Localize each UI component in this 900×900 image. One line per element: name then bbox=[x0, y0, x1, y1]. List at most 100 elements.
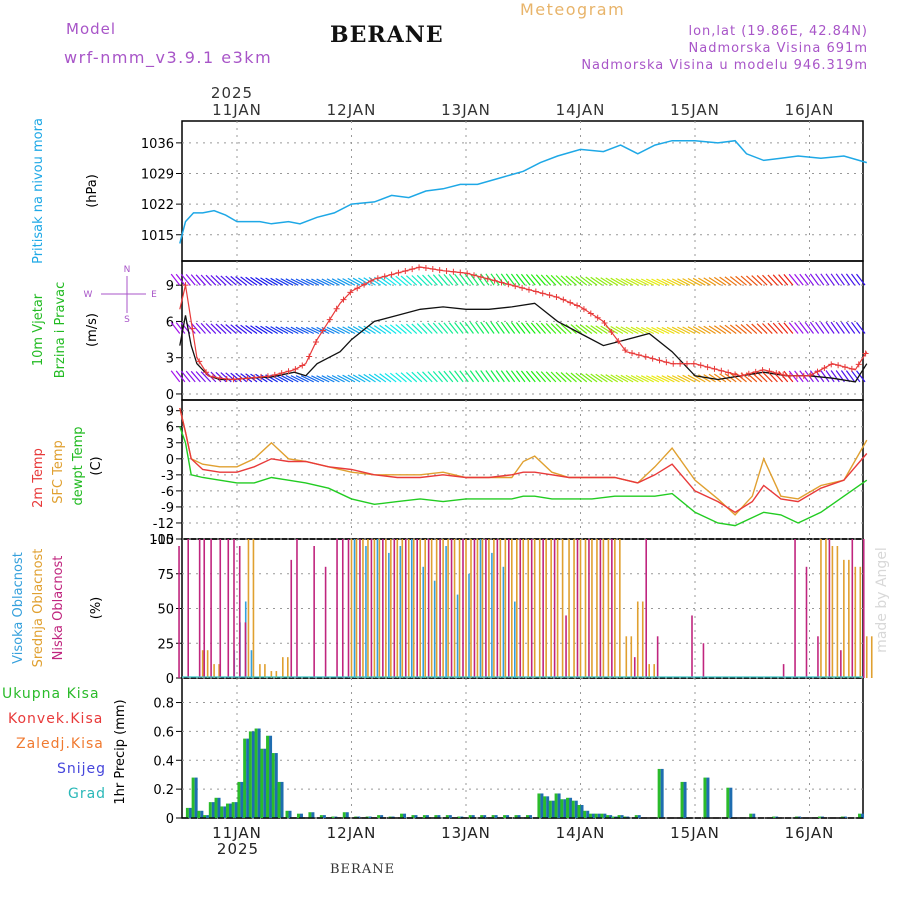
gust-marker bbox=[862, 350, 869, 357]
wind-barb bbox=[400, 323, 413, 334]
gust-marker bbox=[292, 366, 299, 373]
temp-unit: (C) bbox=[89, 456, 104, 475]
wind-barb bbox=[856, 370, 866, 383]
precip-total-bar bbox=[319, 815, 323, 818]
wind-barb bbox=[395, 275, 407, 286]
precip-bar bbox=[528, 815, 532, 818]
wind-barb bbox=[535, 322, 547, 334]
precip-bar bbox=[843, 816, 847, 818]
wind-barb bbox=[347, 277, 361, 286]
wind-barb bbox=[651, 375, 665, 383]
wind-barb bbox=[200, 322, 212, 334]
precip-bar bbox=[798, 816, 802, 818]
precip-total-bar bbox=[220, 806, 224, 818]
wind-barb bbox=[615, 326, 629, 335]
wind-barb bbox=[495, 370, 505, 383]
wind-barb bbox=[480, 321, 490, 334]
y-tick-label: 0 bbox=[166, 812, 174, 827]
wind-barb bbox=[395, 324, 407, 334]
wind-barb bbox=[610, 374, 624, 383]
wind-barb bbox=[687, 326, 701, 335]
model-name: wrf-nmm_v3.9.1 e3km bbox=[64, 48, 273, 67]
gust-marker bbox=[814, 368, 821, 375]
precip-total-bar bbox=[726, 787, 730, 818]
precip-total-bar bbox=[680, 781, 684, 818]
bottom-day-label: 15JAN bbox=[670, 824, 720, 842]
wind-barb bbox=[666, 278, 680, 286]
gust-marker bbox=[532, 288, 539, 295]
wind-barb bbox=[666, 375, 680, 383]
precip-total-bar bbox=[271, 753, 275, 818]
wind-barb bbox=[389, 372, 402, 383]
wind-barb bbox=[405, 371, 418, 383]
wind-barb bbox=[485, 370, 495, 383]
wind-barb bbox=[620, 326, 634, 335]
wind-barb bbox=[687, 374, 701, 383]
y-tick-label: 0.2 bbox=[153, 783, 174, 798]
compass-w: W bbox=[84, 290, 93, 300]
wind-barb bbox=[422, 274, 433, 286]
wind-barb bbox=[220, 323, 232, 334]
precip-bar bbox=[620, 815, 624, 818]
precip-bar bbox=[200, 810, 204, 818]
wind-barb bbox=[459, 370, 469, 383]
wind-barb bbox=[295, 326, 309, 335]
wind-barb bbox=[671, 375, 685, 383]
wind-barb bbox=[656, 326, 670, 335]
wind-barb bbox=[215, 275, 227, 286]
precip-bar bbox=[234, 802, 238, 818]
precip-total-bar bbox=[377, 815, 381, 818]
precip-total-bar bbox=[749, 813, 753, 818]
plot-series bbox=[170, 139, 873, 819]
cloud-title-2: Srednja Oblacnost bbox=[31, 549, 46, 668]
precip-total-bar bbox=[514, 815, 518, 818]
wind-barb bbox=[220, 275, 232, 286]
wind-barb bbox=[625, 326, 639, 335]
gust-marker bbox=[505, 281, 512, 288]
wind-barb bbox=[756, 274, 768, 286]
gust-marker bbox=[773, 370, 780, 377]
y-tick-label: 3 bbox=[166, 352, 174, 367]
precip-total-bar bbox=[197, 810, 201, 818]
precip-total-bar bbox=[277, 781, 281, 818]
precip-bar bbox=[194, 777, 198, 818]
y-tick-label: -15 bbox=[153, 533, 174, 548]
elevation-label: Nadmorska Visina 691m bbox=[688, 41, 868, 56]
precip-bar bbox=[345, 812, 349, 818]
gust-marker bbox=[793, 372, 800, 379]
precip-total-bar bbox=[657, 768, 661, 818]
precip-total-bar bbox=[503, 815, 507, 818]
wind-barb bbox=[210, 274, 222, 286]
gust-marker bbox=[374, 275, 381, 282]
wind-barb bbox=[560, 323, 572, 334]
gust-marker bbox=[209, 373, 216, 380]
precip-bar bbox=[223, 806, 227, 818]
pressure-line bbox=[179, 139, 868, 244]
wind-barb bbox=[515, 273, 526, 286]
wind-barb bbox=[454, 273, 464, 286]
wind-barb bbox=[326, 278, 340, 286]
wind-barb bbox=[285, 278, 299, 286]
wind-barb bbox=[432, 371, 443, 383]
gust-marker bbox=[615, 338, 622, 345]
precip-total-bar bbox=[537, 793, 541, 818]
wind-barb bbox=[175, 370, 186, 383]
precip-total-bar bbox=[634, 815, 638, 818]
gust-marker bbox=[484, 275, 491, 282]
precip-bar bbox=[820, 816, 824, 818]
gust-marker bbox=[347, 289, 354, 296]
wind-barb bbox=[703, 277, 716, 286]
wind-barb bbox=[306, 278, 320, 286]
wind-barb bbox=[384, 373, 397, 383]
wind-barb bbox=[505, 321, 516, 334]
wind-barb bbox=[625, 278, 639, 286]
precip-bar bbox=[614, 816, 618, 818]
wind-barb bbox=[495, 321, 505, 334]
wind-barb bbox=[520, 370, 531, 383]
wind-barb bbox=[565, 275, 577, 286]
wind-barb bbox=[677, 326, 691, 335]
wind-barb bbox=[651, 278, 665, 286]
wind-barb bbox=[630, 278, 644, 286]
precip-bar bbox=[217, 797, 221, 818]
